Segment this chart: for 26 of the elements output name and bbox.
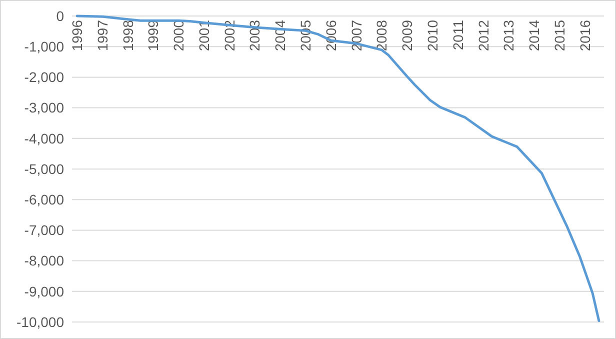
x-tick-label: 1997 <box>94 20 110 52</box>
x-tick-label: 2003 <box>246 20 263 52</box>
y-tick-label: -3,000 <box>24 100 64 116</box>
x-tick-label: 1996 <box>68 20 85 52</box>
y-tick-label: -6,000 <box>24 192 64 208</box>
x-tick-label: 2010 <box>424 20 440 52</box>
y-tick-label: 0 <box>56 8 64 24</box>
x-tick-label: 2013 <box>500 20 517 52</box>
y-tick-label: -8,000 <box>24 252 64 269</box>
y-tick-label: -5,000 <box>24 160 64 177</box>
x-tick-label: 2011 <box>450 20 466 50</box>
x-tick-label: 1998 <box>120 20 136 52</box>
x-tick-label: 2008 <box>374 20 390 52</box>
x-tick-label: 2014 <box>526 20 542 52</box>
y-tick-label: -9,000 <box>24 283 64 300</box>
y-tick-label: -10,000 <box>16 314 64 330</box>
y-tick-label: -1,000 <box>24 38 64 54</box>
y-tick-label: -7,000 <box>24 222 64 238</box>
x-tick-label: 1999 <box>145 20 162 52</box>
x-tick-label: 2009 <box>399 20 416 52</box>
y-tick-label: -4,000 <box>24 130 64 146</box>
x-tick-label: 2012 <box>475 20 492 52</box>
x-tick-label: 2007 <box>348 20 364 52</box>
x-tick-label: 2015 <box>551 20 568 52</box>
y-tick-label: -2,000 <box>24 69 64 86</box>
x-tick-label: 2016 <box>576 20 593 52</box>
